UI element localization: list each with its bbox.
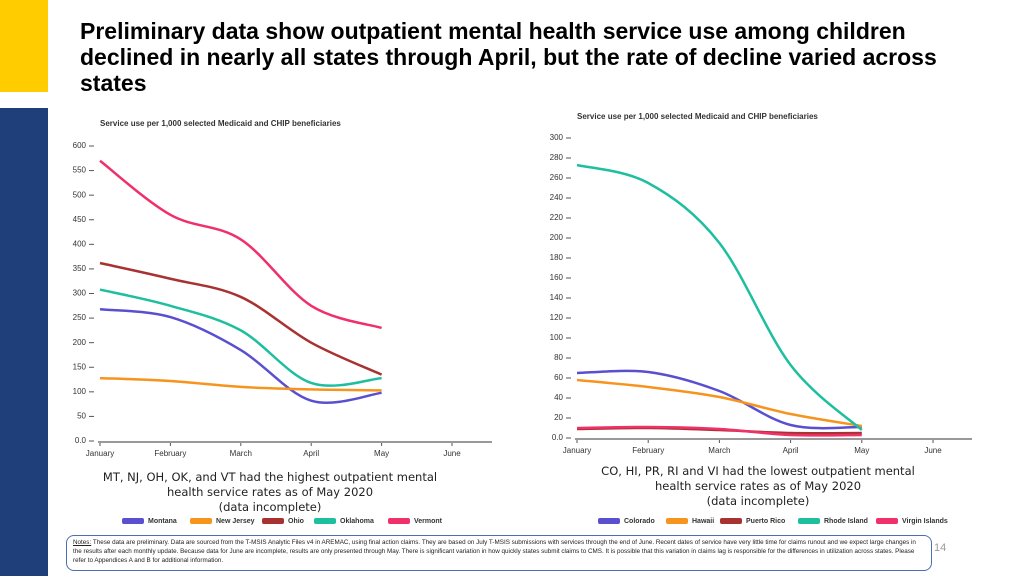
x-tick-label: January: [563, 446, 591, 455]
y-tick-label: 40: [554, 393, 563, 402]
axis-title: Service use per 1,000 selected Medicaid …: [577, 112, 818, 121]
series-line: [99, 376, 382, 392]
y-tick-label: 140: [550, 293, 564, 302]
x-tick-label: March: [230, 449, 252, 458]
y-tick-label: 280: [550, 153, 564, 162]
y-tick-label: 180: [550, 253, 564, 262]
x-tick-label: February: [632, 446, 664, 455]
y-tick-label: 50: [77, 412, 86, 421]
series-line: [576, 163, 863, 431]
caption: CO, HI, PR, RI and VI had the lowest out…: [588, 464, 928, 509]
legend-label: Hawaii: [692, 518, 714, 525]
x-tick-label: May: [854, 446, 869, 455]
legend-label: Oklahoma: [340, 518, 374, 525]
caption-line: (data incomplete): [218, 500, 322, 514]
accent-bar: [0, 0, 48, 92]
y-tick-label: 160: [550, 273, 564, 282]
y-tick-label: 250: [73, 313, 87, 322]
caption-line: health service rates as of May 2020: [654, 479, 862, 493]
axis-title: Service use per 1,000 selected Medicaid …: [100, 119, 341, 128]
side-bar: [0, 108, 48, 576]
legend-swatch: [666, 518, 688, 524]
y-tick-label: 500: [73, 190, 87, 199]
legend-label: Vermont: [414, 518, 443, 525]
y-tick-label: 0.0: [75, 436, 87, 445]
y-tick-label: 350: [73, 264, 87, 273]
legend-swatch: [190, 518, 212, 524]
legend-label: Virgin Islands: [902, 518, 948, 525]
legend-swatch: [314, 518, 336, 524]
legend-swatch: [876, 518, 898, 524]
legend-swatch: [122, 518, 144, 524]
slide-title: Preliminary data show outpatient mental …: [80, 18, 937, 96]
y-tick-label: 200: [73, 338, 87, 347]
y-tick-label: 300: [550, 133, 564, 142]
x-tick-label: June: [443, 449, 461, 458]
y-tick-label: 120: [550, 313, 564, 322]
legend-label: New Jersey: [216, 518, 255, 525]
y-tick-label: 600: [73, 141, 87, 150]
notes-label: Notes:: [73, 539, 92, 546]
y-tick-label: 400: [73, 239, 87, 248]
series-line: [576, 378, 863, 428]
y-tick-label: 220: [550, 213, 564, 222]
series-line: [99, 307, 382, 404]
legend-swatch: [598, 518, 620, 524]
x-tick-label: June: [924, 446, 942, 455]
y-tick-label: 260: [550, 173, 564, 182]
legend-swatch: [388, 518, 410, 524]
legend-label: Rhode Island: [824, 518, 868, 525]
y-tick-label: 150: [73, 362, 87, 371]
caption: MT, NJ, OH, OK, and VT had the highest o…: [100, 470, 440, 515]
caption-line: CO, HI, PR, RI and VI had the lowest out…: [601, 464, 915, 478]
legend-label: Puerto Rico: [746, 518, 785, 525]
legend-swatch: [262, 518, 284, 524]
notes-text: These data are preliminary. Data are sou…: [73, 539, 916, 564]
legend-swatch: [720, 518, 742, 524]
legend-swatch: [798, 518, 820, 524]
notes: Notes: These data are preliminary. Data …: [66, 535, 932, 571]
x-tick-label: May: [374, 449, 389, 458]
y-tick-label: 300: [73, 289, 87, 298]
caption-line: health service rates as of May 2020: [166, 485, 374, 499]
x-tick-label: February: [154, 449, 186, 458]
y-tick-label: 200: [550, 233, 564, 242]
legend-label: Montana: [148, 518, 177, 525]
legend-label: Ohio: [288, 518, 304, 525]
y-tick-label: 20: [554, 413, 563, 422]
legend-label: Colorado: [624, 518, 655, 525]
series-line: [99, 159, 382, 330]
y-tick-label: 550: [73, 166, 87, 175]
caption-line: MT, NJ, OH, OK, and VT had the highest o…: [102, 470, 438, 484]
y-tick-label: 60: [554, 373, 563, 382]
y-tick-label: 80: [554, 353, 563, 362]
y-tick-label: 100: [73, 387, 87, 396]
y-tick-label: 240: [550, 193, 564, 202]
series-line: [576, 369, 862, 430]
x-tick-label: January: [86, 449, 114, 458]
y-tick-label: 0.0: [552, 433, 564, 442]
x-tick-label: April: [303, 449, 319, 458]
series-line: [576, 425, 862, 437]
y-tick-label: 100: [550, 333, 564, 342]
x-tick-label: April: [783, 446, 799, 455]
x-tick-label: March: [708, 446, 730, 455]
series-line: [99, 261, 383, 376]
y-tick-label: 450: [73, 215, 87, 224]
series-line: [99, 288, 382, 387]
page-number: 14: [934, 542, 947, 554]
caption-line: (data incomplete): [706, 494, 810, 508]
